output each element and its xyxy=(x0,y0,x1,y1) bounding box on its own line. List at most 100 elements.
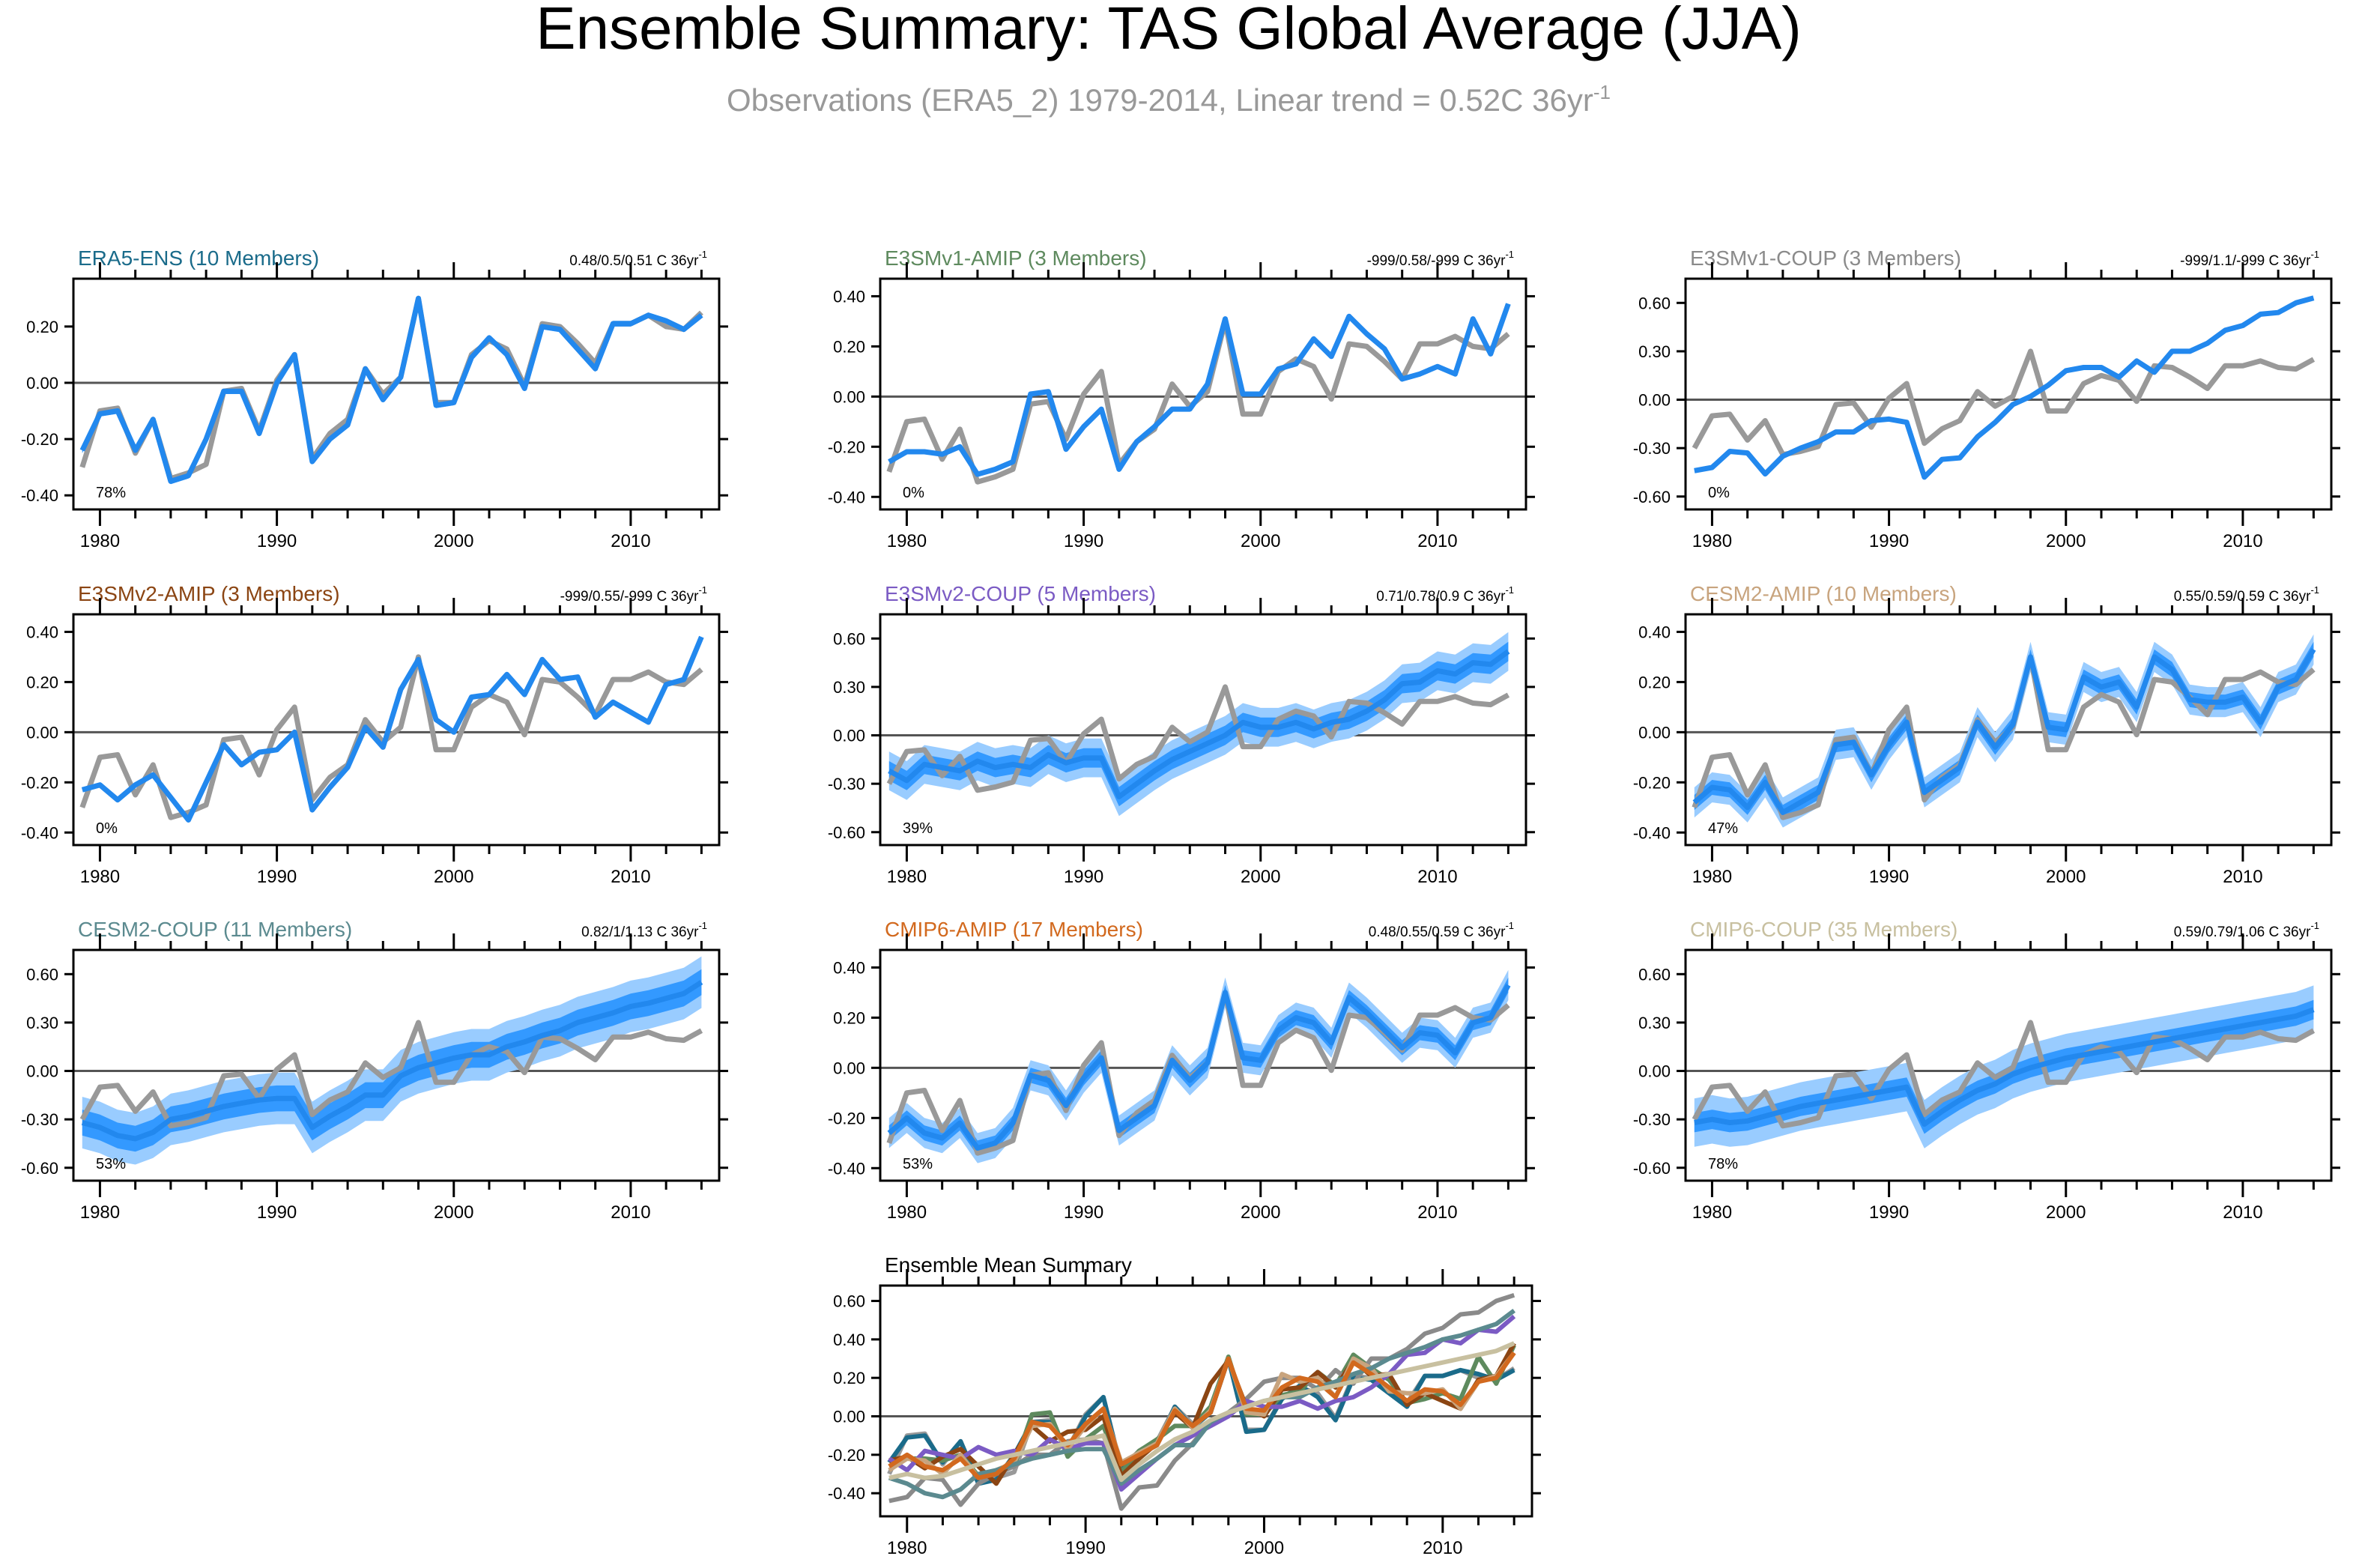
chart-panel-3: E3SMv1-COUP (3 Members) -999/1.1/-999 C 3… xyxy=(1633,246,2340,551)
panel-6-trend-label: 0.55/0.59/0.59 C 36yr-1 xyxy=(2174,584,2319,605)
panel-3-ytick-label: 0.60 xyxy=(1638,294,1671,312)
panel-5-band-outer xyxy=(888,632,1509,817)
panel-6-ytick-label: 0.20 xyxy=(1638,673,1671,691)
summary-title: Ensemble Mean Summary xyxy=(885,1253,1132,1277)
panel-1-xtick-label: 2000 xyxy=(434,531,473,551)
summary-line-8 xyxy=(888,1351,1516,1480)
panel-9-band-inner xyxy=(1694,999,2314,1134)
panel-7-xtick-label: 2010 xyxy=(611,1202,650,1223)
summary-ytick-label: 0.20 xyxy=(833,1369,865,1387)
panel-7-trend-label: 0.82/1/1.13 C 36yr-1 xyxy=(581,920,707,940)
panel-2-trend-sup: -1 xyxy=(1505,249,1514,260)
summary-line-9 xyxy=(888,1341,1515,1483)
summary-ytick-label: -0.40 xyxy=(828,1484,865,1503)
panel-4-xtick-label: 2000 xyxy=(434,867,473,887)
panel-5-xtick-label: 2010 xyxy=(1417,867,1457,887)
panel-8-frame xyxy=(879,948,1527,1182)
panel-3-ytick-label: -0.30 xyxy=(1633,439,1671,458)
panel-2-ytick-label: 0.40 xyxy=(833,287,865,306)
figure-subtitle: Observations (ERA5_2) 1979-2014, Linear … xyxy=(727,81,1611,118)
figure-title: Ensemble Summary: TAS Global Average (JJ… xyxy=(536,0,1802,61)
panel-8-ensemble-mean-line xyxy=(887,984,1511,1151)
panel-4-ytick-label: -0.20 xyxy=(21,773,58,792)
panel-1-ytick-label: -0.20 xyxy=(21,430,58,449)
panel-8-xtick-label: 2000 xyxy=(1241,1202,1280,1223)
panel-6-band-inner xyxy=(1694,641,2314,820)
chart-panel-6: CESM2-AMIP (10 Members) 0.55/0.59/0.59 C … xyxy=(1633,582,2340,887)
panel-3-ytick-label: 0.00 xyxy=(1638,391,1671,410)
panel-8-percent: 53% xyxy=(903,1156,933,1172)
summary-line-4 xyxy=(888,1342,1516,1486)
summary-ytick-label: 0.00 xyxy=(833,1408,865,1426)
panel-8-ytick-label: 0.40 xyxy=(833,958,865,977)
panel-2-xtick-label: 2010 xyxy=(1417,531,1457,551)
panel-4-percent: 0% xyxy=(96,820,118,837)
panel-7-ytick-label: -0.60 xyxy=(21,1159,58,1178)
panel-4-frame xyxy=(72,613,721,847)
panel-grid: ERA5-ENS (10 Members) 0.48/0.5/0.51 C 36y… xyxy=(21,246,2340,1558)
panel-9-ytick-label: -0.30 xyxy=(1633,1110,1671,1129)
panel-4-ytick-label: 0.20 xyxy=(26,673,58,691)
summary-ytick-label: 0.40 xyxy=(833,1331,865,1349)
panel-5-trend-label: 0.71/0.78/0.9 C 36yr-1 xyxy=(1376,584,1514,605)
panel-8-trend-label: 0.48/0.55/0.59 C 36yr-1 xyxy=(1369,920,1514,940)
figure-subtitle-sup: -1 xyxy=(1593,81,1611,103)
summary-ytick-label: 0.60 xyxy=(833,1292,865,1311)
panel-2-xtick-label: 2000 xyxy=(1241,531,1280,551)
panel-2-percent: 0% xyxy=(903,485,924,501)
panel-4-trend-sup: -1 xyxy=(698,584,707,596)
panel-2-ensemble-mean-line xyxy=(888,303,1511,477)
panel-3-ytick-label: -0.60 xyxy=(1633,488,1671,506)
panel-8-xtick-label: 1980 xyxy=(887,1202,927,1223)
panel-9-ensemble-mean-line xyxy=(1694,1007,2315,1127)
panel-7-trend-sup: -1 xyxy=(698,920,707,931)
chart-panel-summary: Ensemble Mean Summary 0.60 0.40 0.20 0.00 -0.… xyxy=(828,1253,1541,1558)
panel-2-frame xyxy=(879,277,1527,511)
panel-7-observation-line xyxy=(79,1020,703,1129)
panel-2-title: E3SMv1-AMIP (3 Members) xyxy=(885,246,1147,270)
panel-5-ytick-label: 0.30 xyxy=(833,678,865,697)
panel-7-xtick-label: 1990 xyxy=(257,1202,297,1223)
panel-5-ytick-label: -0.60 xyxy=(828,823,865,842)
panel-7-trend-text: 0.82/1/1.13 C 36yr xyxy=(581,924,699,940)
summary-xtick-label: 1990 xyxy=(1065,1538,1105,1558)
chart-panel-4: E3SMv2-AMIP (3 Members) -999/0.55/-999 C … xyxy=(21,582,728,887)
chart-panel-2: E3SMv1-AMIP (3 Members) -999/0.58/-999 C … xyxy=(828,246,1535,551)
summary-xtick-label: 2010 xyxy=(1423,1538,1462,1558)
panel-1-ytick-label: 0.00 xyxy=(26,374,58,393)
panel-3-xtick-label: 2010 xyxy=(2223,531,2262,551)
panel-2-ytick-label: -0.20 xyxy=(828,438,865,456)
panel-2-ytick-label: 0.20 xyxy=(833,337,865,356)
panel-1-trend-sup: -1 xyxy=(698,249,707,260)
panel-9-frame xyxy=(1684,948,2333,1182)
panel-8-title: CMIP6-AMIP (17 Members) xyxy=(885,918,1143,941)
panel-8-ytick-label: 0.20 xyxy=(833,1008,865,1027)
panel-6-trend-text: 0.55/0.59/0.59 C 36yr xyxy=(2174,589,2311,605)
panel-7-title: CESM2-COUP (11 Members) xyxy=(78,918,352,941)
panel-4-observation-line xyxy=(79,654,703,820)
panel-8-ytick-label: -0.20 xyxy=(828,1109,865,1127)
panel-5-percent: 39% xyxy=(903,820,933,837)
panel-1-ytick-label: -0.40 xyxy=(21,486,58,505)
summary-xtick-label: 2000 xyxy=(1244,1538,1284,1558)
panel-7-ytick-label: 0.60 xyxy=(26,965,58,984)
panel-9-xtick-label: 1990 xyxy=(1869,1202,1909,1223)
panel-3-observation-line xyxy=(1692,348,2316,458)
panel-2-xtick-label: 1980 xyxy=(887,531,927,551)
panel-5-ytick-label: 0.00 xyxy=(833,727,865,745)
panel-2-trend-label: -999/0.58/-999 C 36yr-1 xyxy=(1367,249,1514,269)
chart-panel-8: CMIP6-AMIP (17 Members) 0.48/0.55/0.59 C … xyxy=(828,918,1535,1223)
panel-9-ytick-label: -0.60 xyxy=(1633,1159,1671,1178)
panel-5-xtick-label: 1980 xyxy=(887,867,927,887)
panel-7-xtick-label: 2000 xyxy=(434,1202,473,1223)
panel-5-band-inner xyxy=(888,641,1509,807)
panel-6-percent: 47% xyxy=(1708,820,1738,837)
panel-5-xtick-label: 1990 xyxy=(1064,867,1103,887)
panel-5-frame xyxy=(879,613,1527,847)
panel-7-band-outer xyxy=(82,956,702,1165)
panel-1-xtick-label: 1980 xyxy=(80,531,120,551)
panel-1-ensemble-mean-line xyxy=(79,295,703,484)
panel-4-xtick-label: 1990 xyxy=(257,867,297,887)
summary-frame xyxy=(879,1284,1533,1518)
